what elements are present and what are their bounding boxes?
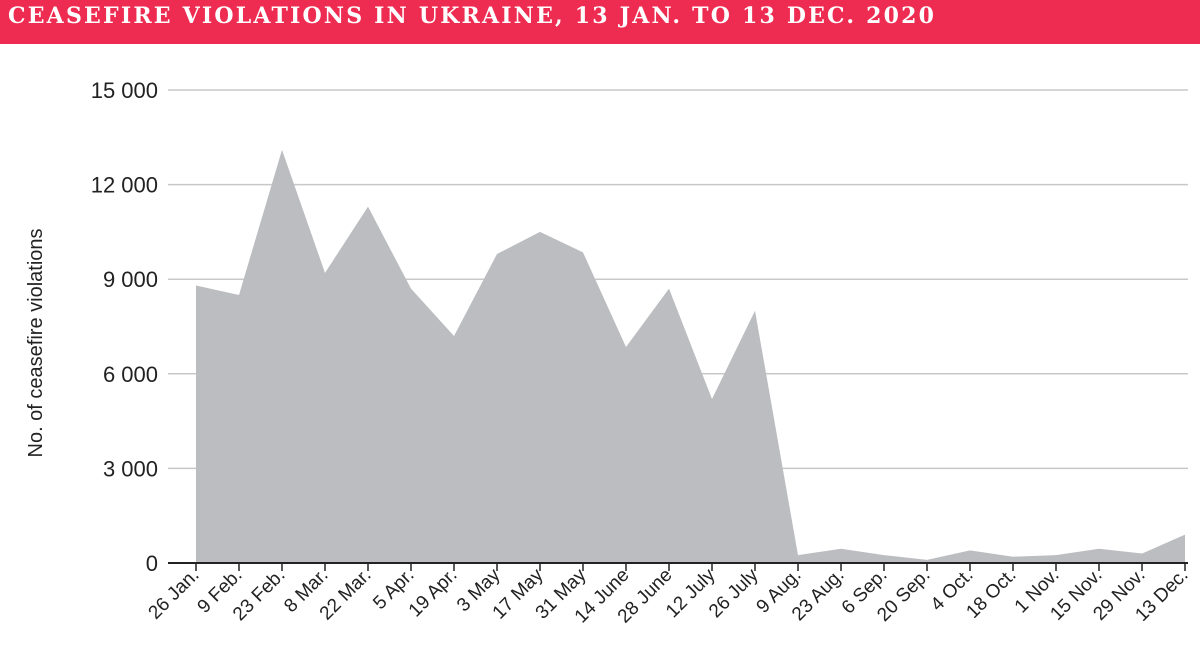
y-tick-label: 0 [146,551,158,576]
x-tick-label: 19 Apr. [405,565,462,622]
y-tick-label: 12 000 [91,173,158,198]
plot-area [196,149,1185,563]
y-tick-label: 3 000 [103,456,158,481]
x-axis [168,562,1188,571]
series-area [196,149,1185,563]
x-tick-label: 26 July [705,564,763,622]
y-axis-tick-labels: 0 3 000 6 000 9 000 12 000 15 000 [91,78,158,576]
y-axis-label: No. of ceasefire violations [25,228,47,457]
chart-title: CEASEFIRE VIOLATIONS IN UKRAINE, 13 JAN.… [8,3,937,29]
y-tick-label: 15 000 [91,78,158,103]
y-tick-label: 6 000 [103,362,158,387]
title-banner: CEASEFIRE VIOLATIONS IN UKRAINE, 13 JAN.… [0,0,1200,44]
y-tick-label: 9 000 [103,267,158,292]
x-axis-tick-labels: 26 Jan.9 Feb.23 Feb.8 Mar.22 Mar.5 Apr.1… [145,564,1193,627]
